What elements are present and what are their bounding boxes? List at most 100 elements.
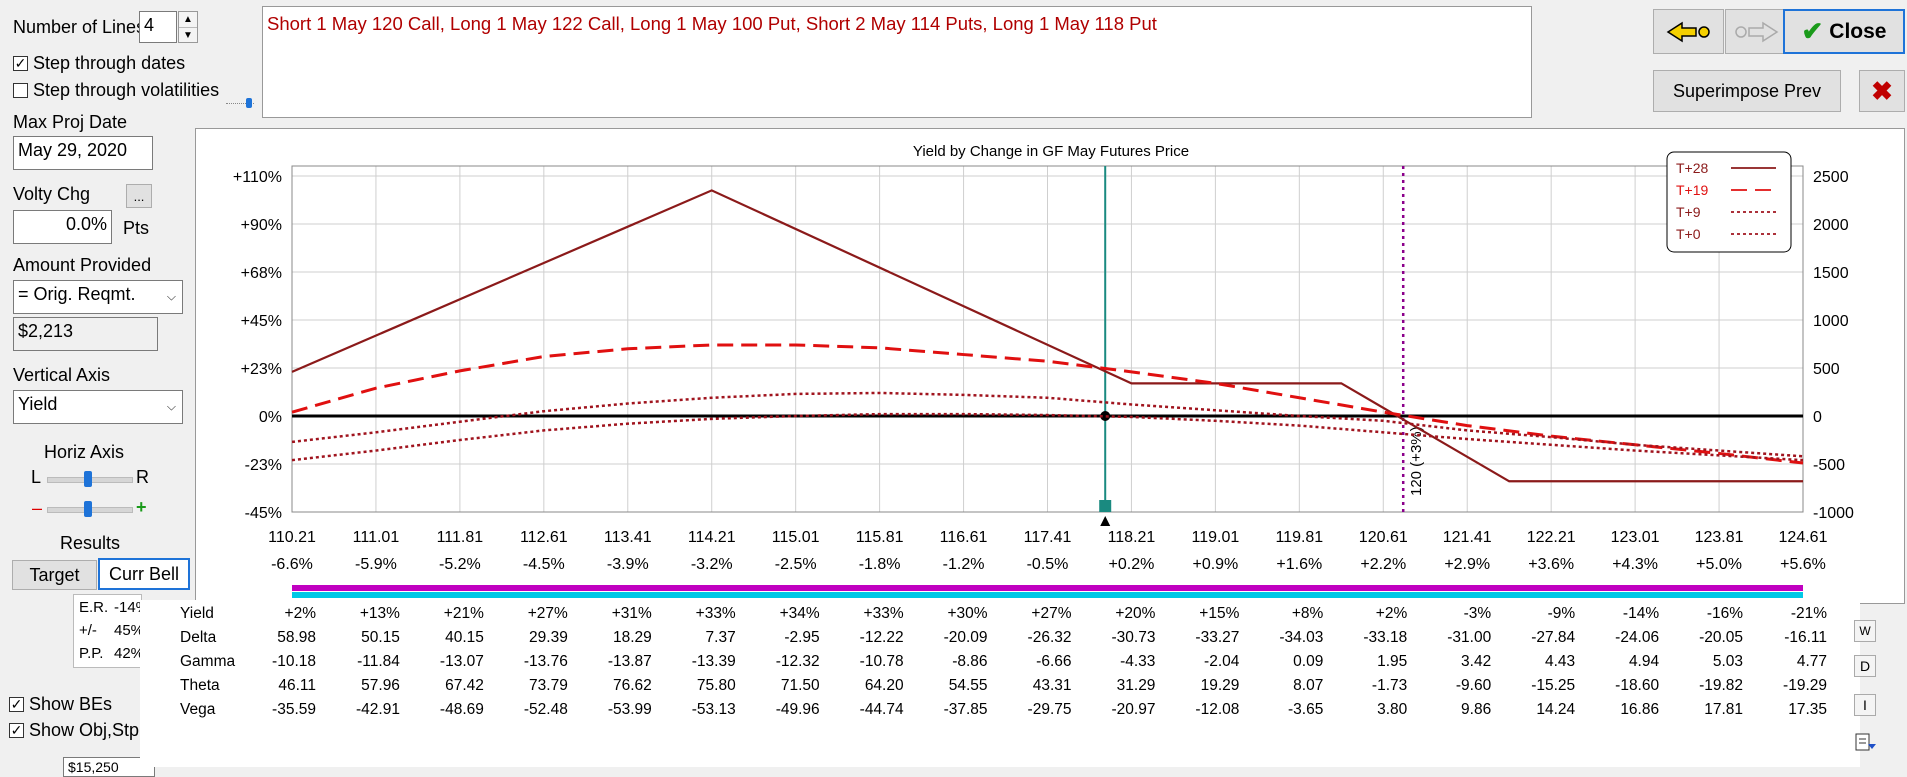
series-line-t19 [291, 343, 1804, 465]
grid-cell: 4.77 [1796, 653, 1827, 670]
chevron-down-icon[interactable]: ⌵ [166, 289, 176, 304]
x-tick-label: 115.01 [772, 529, 820, 546]
horiz-axis-slider-thumb[interactable] [84, 471, 92, 487]
horiz-axis-slider[interactable] [47, 471, 133, 487]
num-lines-input[interactable]: 4 [139, 11, 177, 43]
grid-d-button[interactable]: D [1854, 655, 1876, 677]
x-tick-label: 110.21 [268, 529, 316, 546]
step-dates-checkbox[interactable]: ✓ Step through dates [13, 53, 185, 74]
x-tick-label: 111.01 [353, 529, 400, 546]
tab-target[interactable]: Target [12, 560, 97, 590]
chevron-down-icon[interactable]: ⌵ [166, 399, 176, 414]
band-magenta [292, 585, 1803, 591]
yellow-left-arrow-icon [1666, 21, 1710, 42]
step-vols-checkbox[interactable]: Step through volatilities [13, 80, 219, 101]
x-pct-label: +3.6% [1528, 556, 1574, 573]
grid-cell: -6.66 [1036, 653, 1072, 670]
volty-chg-input[interactable]: 0.0% [13, 210, 112, 244]
grid-cell: 18.29 [612, 629, 652, 646]
grid-cell: -18.60 [1615, 677, 1660, 694]
spinner-up-icon[interactable]: ▲ [179, 12, 197, 28]
x-pct-label: +0.9% [1192, 556, 1238, 573]
forward-button[interactable] [1725, 9, 1786, 54]
volty-unit-label: Pts [123, 218, 150, 238]
x-tick-label: 123.81 [1695, 529, 1744, 546]
grid-cell: +30% [947, 605, 988, 622]
x-tick-label: 123.01 [1611, 529, 1660, 546]
grid-cell: 7.37 [705, 629, 736, 646]
back-button[interactable] [1653, 9, 1724, 54]
volty-chg-label: Volty Chg [13, 184, 91, 204]
grid-cell: 29.39 [529, 629, 568, 646]
grid-cell: -8.86 [952, 653, 988, 670]
grid-cell: 75.80 [696, 677, 736, 694]
grid-cell: 57.96 [361, 677, 400, 694]
x-tick-label: 120.61 [1359, 529, 1408, 546]
superimpose-prev-button[interactable]: Superimpose Prev [1653, 70, 1841, 112]
x-pct-label: +0.2% [1109, 556, 1155, 573]
grid-cell: 40.15 [445, 629, 484, 646]
y-right-tick-label: -1000 [1813, 505, 1854, 522]
yield-chart[interactable]: Yield by Change in GF May Futures Price 1… [196, 129, 1906, 605]
report-icon[interactable] [1854, 731, 1878, 753]
amount-provided-select[interactable]: = Orig. Reqmt. ⌵ [13, 280, 183, 314]
position-description[interactable]: Short 1 May 120 Call, Long 1 May 122 Cal… [262, 6, 1532, 118]
vol-step-slider-thumb[interactable] [246, 98, 252, 108]
checkbox-unchecked-icon[interactable] [13, 83, 28, 98]
delete-button[interactable]: ✖ [1859, 70, 1905, 112]
grid-cell: -53.13 [691, 701, 736, 718]
grid-w-button[interactable]: W [1854, 620, 1876, 642]
x-tick-label: 124.61 [1779, 529, 1828, 546]
grid-cell: 1.95 [1377, 653, 1408, 670]
grid-cell: -4.33 [1120, 653, 1156, 670]
grid-cell: -2.95 [784, 629, 820, 646]
y-left-tick-label: 0% [259, 409, 282, 426]
grid-cell: -20.05 [1699, 629, 1744, 646]
x-pct-label: +2.9% [1444, 556, 1490, 573]
x-tick-label: 122.21 [1527, 529, 1576, 546]
grid-cell: 54.55 [948, 677, 988, 694]
grid-cell: -3% [1463, 605, 1492, 622]
chart-title: Yield by Change in GF May Futures Price [913, 143, 1189, 160]
legend-label: T+19 [1676, 182, 1709, 198]
grid-cell: 17.81 [1704, 701, 1744, 718]
num-lines-spinner[interactable]: ▲ ▼ [178, 11, 198, 43]
grid-cell: 3.80 [1377, 701, 1408, 718]
x-tick-label: 113.41 [604, 529, 652, 546]
grid-cell: +20% [1115, 605, 1156, 622]
results-panel: E.R. -14% +/- 45% P.P. 42% [73, 594, 142, 668]
checkbox-checked-icon[interactable]: ✓ [13, 55, 28, 71]
show-bes-checkbox[interactable]: ✓ Show BEs [9, 694, 112, 715]
show-obj-stp-checkbox[interactable]: ✓ Show Obj,Stp [9, 720, 139, 741]
volty-more-button[interactable]: ... [126, 184, 152, 208]
y-right-tick-label: 2000 [1813, 217, 1849, 234]
x-pct-label: +4.3% [1612, 556, 1658, 573]
grid-i-button[interactable]: I [1854, 694, 1876, 716]
grid-cell: -53.99 [607, 701, 652, 718]
x-tick-label: 115.81 [856, 529, 904, 546]
plot-area [291, 165, 1804, 513]
tab-curr-bell[interactable]: Curr Bell [98, 558, 190, 590]
x-tick-label: 118.21 [1108, 529, 1156, 546]
grid-row-label: Delta [180, 629, 217, 646]
grid-cell: +27% [527, 605, 568, 622]
vertical-axis-label: Vertical Axis [13, 365, 111, 385]
grid-cell: 0.09 [1293, 653, 1324, 670]
max-proj-date-input[interactable]: May 29, 2020 [13, 136, 153, 170]
vol-step-slider[interactable] [226, 98, 254, 108]
zoom-slider-thumb[interactable] [84, 501, 92, 517]
show-bes-label: Show BEs [29, 694, 113, 714]
grid-row-label: Gamma [180, 653, 236, 670]
grid-cell: 19.29 [1200, 677, 1240, 694]
close-button[interactable]: ✔ Close [1783, 9, 1905, 54]
grid-cell: -15.25 [1531, 677, 1576, 694]
er-label: E.R. [79, 599, 109, 616]
spinner-down-icon[interactable]: ▼ [183, 30, 193, 41]
close-button-label: Close [1829, 19, 1887, 43]
checkbox-checked-icon[interactable]: ✓ [9, 722, 24, 738]
checkbox-checked-icon[interactable]: ✓ [9, 696, 24, 712]
zoom-slider[interactable] [47, 501, 133, 517]
vertical-axis-select[interactable]: Yield ⌵ [13, 390, 183, 424]
grid-cell: 67.42 [445, 677, 484, 694]
series-line-t28 [291, 189, 1803, 483]
